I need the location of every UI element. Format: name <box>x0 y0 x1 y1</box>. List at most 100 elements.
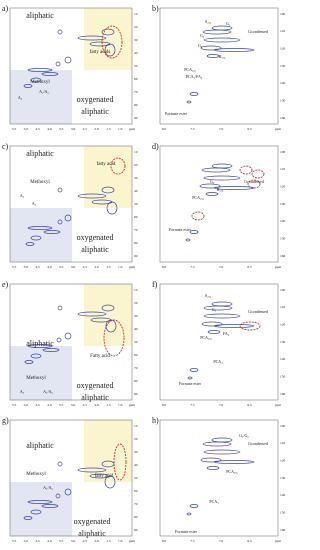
oxygenated-region <box>10 482 72 536</box>
y-tick-label: 40 <box>134 51 138 55</box>
x-tick-label: 5.0 <box>24 127 29 131</box>
contour <box>202 441 232 447</box>
contour <box>189 92 199 96</box>
x-tick-label: 4.5 <box>35 265 40 269</box>
y-tick-label: 10 <box>134 424 138 428</box>
contour <box>55 493 61 499</box>
contour <box>200 45 222 51</box>
annotation: G₅ <box>226 21 231 26</box>
x-tick-label: 5.0 <box>24 403 29 407</box>
contour <box>43 230 61 234</box>
y-tick-label: 30 <box>134 314 138 318</box>
y-tick-label: 40 <box>134 327 138 331</box>
panel-label: h) <box>152 416 159 425</box>
annotation: G₂ <box>200 33 205 38</box>
x-tick-label: ppm <box>275 403 282 407</box>
x-tick-label: 7.5 <box>190 403 195 407</box>
annotation: aliphatic <box>26 11 54 20</box>
annotation: A₁ <box>32 201 37 206</box>
y-tick-label: 150 <box>280 374 286 378</box>
x-tick-label: ppm <box>275 539 282 543</box>
contour <box>42 348 60 352</box>
x-tick-label: 2.0 <box>94 127 99 131</box>
y-tick-label: 130 <box>280 476 286 480</box>
contour <box>101 28 115 36</box>
plot-frame <box>9 145 133 263</box>
contour <box>185 238 191 242</box>
contour <box>105 319 117 333</box>
contour <box>56 337 62 343</box>
figure: a) aliphatic fatty acids Methoxyl A₂ A₂/A₆ oxy… <box>2 4 286 543</box>
annotation: Gcondensed <box>248 309 268 314</box>
x-tick-label: 8.0 <box>162 265 167 269</box>
plot-frame <box>159 145 279 263</box>
contour <box>41 72 59 76</box>
x-tick-label: 8.0 <box>162 127 167 131</box>
x-tick-label: 5.5 <box>12 265 17 269</box>
y-tick-label: 80 <box>134 379 138 383</box>
annotation: Gcondensed <box>244 179 264 184</box>
contour <box>57 187 63 193</box>
annotation: Formate ester <box>175 529 198 534</box>
x-tick-label: 7.0 <box>219 403 224 407</box>
contour <box>203 449 241 455</box>
contour <box>57 219 63 225</box>
x-tick-label: 3.0 <box>71 403 76 407</box>
contour <box>64 332 72 340</box>
highlight <box>110 157 126 175</box>
annotation: PCA₃ <box>209 499 219 504</box>
contour <box>211 25 233 31</box>
contour <box>203 305 233 311</box>
panel: c) aliphatic fatty acid Methoxyl A₂ A₁ oxygena… <box>2 142 138 269</box>
y-tick-label: 120 <box>280 184 286 188</box>
panel-label: f) <box>152 280 158 289</box>
y-tick-label: 50 <box>134 202 138 206</box>
panel: e) aliphatic Fatty acid Methoxyl A₂ A₁/A₆ oxyg… <box>2 280 138 407</box>
annotation: fatty acids <box>90 50 111 55</box>
annotation: H₂,₆ <box>219 54 226 60</box>
y-tick-label: 110 <box>280 167 285 171</box>
highlight <box>239 165 253 175</box>
x-tick-label: 6.5 <box>247 539 252 543</box>
annotation: Gcondensed <box>248 29 268 34</box>
x-tick-label: ppm <box>129 403 136 407</box>
highlight <box>101 25 123 59</box>
y-tick-label: 130 <box>280 340 286 344</box>
x-tick-label: 1.0 <box>118 127 123 131</box>
contour <box>203 313 241 319</box>
plot-frame <box>9 283 133 401</box>
panel: a) aliphatic fatty acids Methoxyl A₂ A₂/A₆ oxy… <box>2 4 138 131</box>
y-tick-label: 110 <box>280 305 285 309</box>
annotation: G₂ <box>212 307 217 312</box>
y-tick-label: 140 <box>280 81 286 85</box>
annotation: PCA₃ <box>213 359 223 364</box>
contour <box>101 304 115 312</box>
contour <box>211 437 233 443</box>
x-tick-label: 1.0 <box>118 403 123 407</box>
y-tick-label: 50 <box>134 340 138 344</box>
y-tick-label: 40 <box>134 463 138 467</box>
y-tick-label: 100 <box>280 12 286 16</box>
y-tick-label: 60 <box>134 353 138 357</box>
x-tick-label: 2.5 <box>83 403 88 407</box>
annotation: H₂,₆ <box>217 187 224 193</box>
y-tick-label: 120 <box>280 322 286 326</box>
contour <box>201 167 231 173</box>
contour <box>23 516 33 520</box>
panel-label: g) <box>2 416 9 425</box>
annotation: Methoxyl <box>30 180 50 185</box>
y-tick-label: 40 <box>134 189 138 193</box>
y-tick-label: 70 <box>134 366 138 370</box>
y-tick-label: 10 <box>134 12 138 16</box>
y-tick-label: 120 <box>280 46 286 50</box>
contour <box>187 376 193 380</box>
contour <box>64 488 72 496</box>
contour <box>211 301 233 307</box>
annotation: Fatty acid <box>90 354 110 359</box>
x-tick-label: 6.5 <box>247 403 252 407</box>
x-tick-label: 2.5 <box>83 539 88 543</box>
y-tick-label: 150 <box>280 98 286 102</box>
y-tick-label: 10 <box>134 150 138 154</box>
x-tick-label: 4.0 <box>47 403 52 407</box>
contour <box>189 368 199 372</box>
